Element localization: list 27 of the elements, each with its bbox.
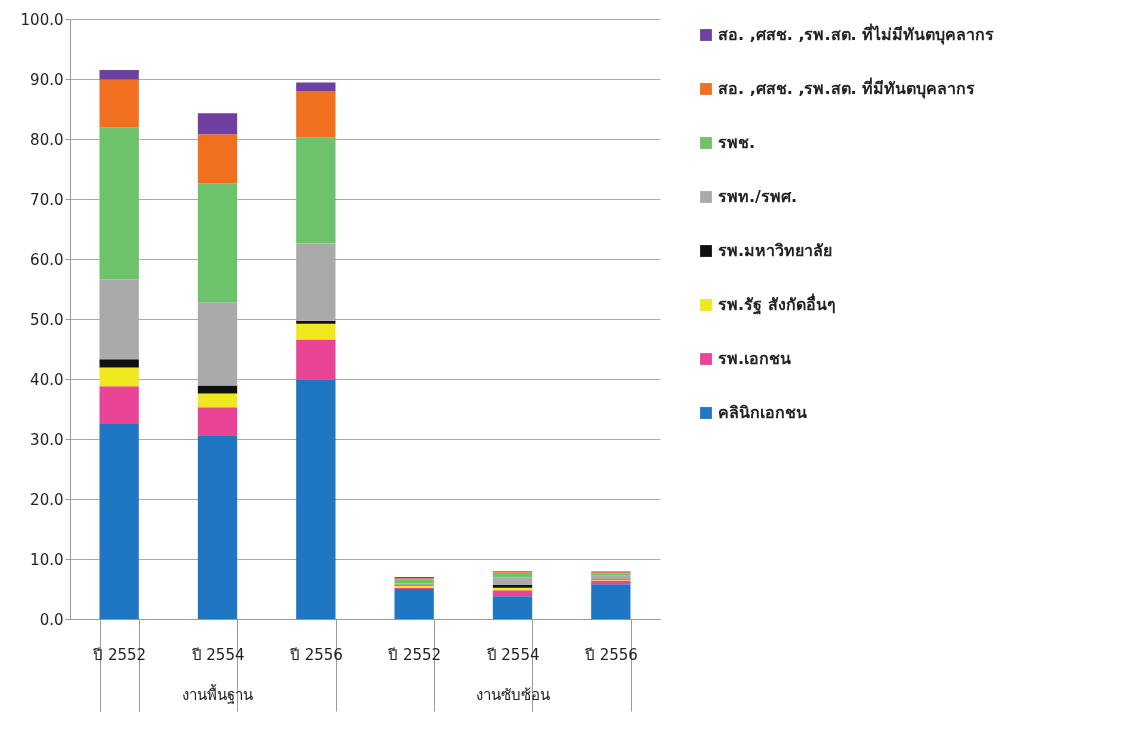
legend-label: รพ.มหาวิทยาลัย [718,241,833,260]
x-tick-label: ปี 2552 [92,645,147,664]
y-tick-label: 0.0 [39,610,64,629]
y-tick-label: 100.0 [20,10,64,29]
x-tick-label: ปี 2554 [485,645,540,664]
y-tick-label: 30.0 [30,430,64,449]
y-tick-label: 40.0 [30,370,64,389]
legend-label: รพช. [718,133,756,152]
y-tick-label: 50.0 [30,310,64,329]
legend-label: สอ. ,ศสช. ,รพ.สต. ที่มีทันตบุคลากร [718,77,976,99]
x-tick-label: ปี 2554 [190,645,245,664]
y-tick-label: 70.0 [30,190,64,209]
legend-label: รพ.รัฐ สังกัดอื่นๆ [718,293,836,315]
x-tick-label: ปี 2556 [583,645,638,664]
legend-label: คลินิกเอกชน [718,403,807,422]
text: งานพื้นฐาน [182,684,253,704]
legend-label: รพท./รพศ. [718,187,797,206]
y-tick-label: 60.0 [30,250,64,269]
text: งานซับซ้อน [475,686,550,704]
y-tick-label: 20.0 [30,490,64,509]
legend-label: สอ. ,ศสช. ,รพ.สต. ที่ไม่มีทันตบุคลากร [718,23,995,45]
legend-label: รพ.เอกชน [718,349,792,368]
y-tick-label: 80.0 [30,130,64,149]
x-tick-label: ปี 2552 [387,645,442,664]
x-tick-label: ปี 2556 [288,645,343,664]
y-tick-label: 10.0 [30,550,64,569]
y-tick-label: 90.0 [30,70,64,89]
